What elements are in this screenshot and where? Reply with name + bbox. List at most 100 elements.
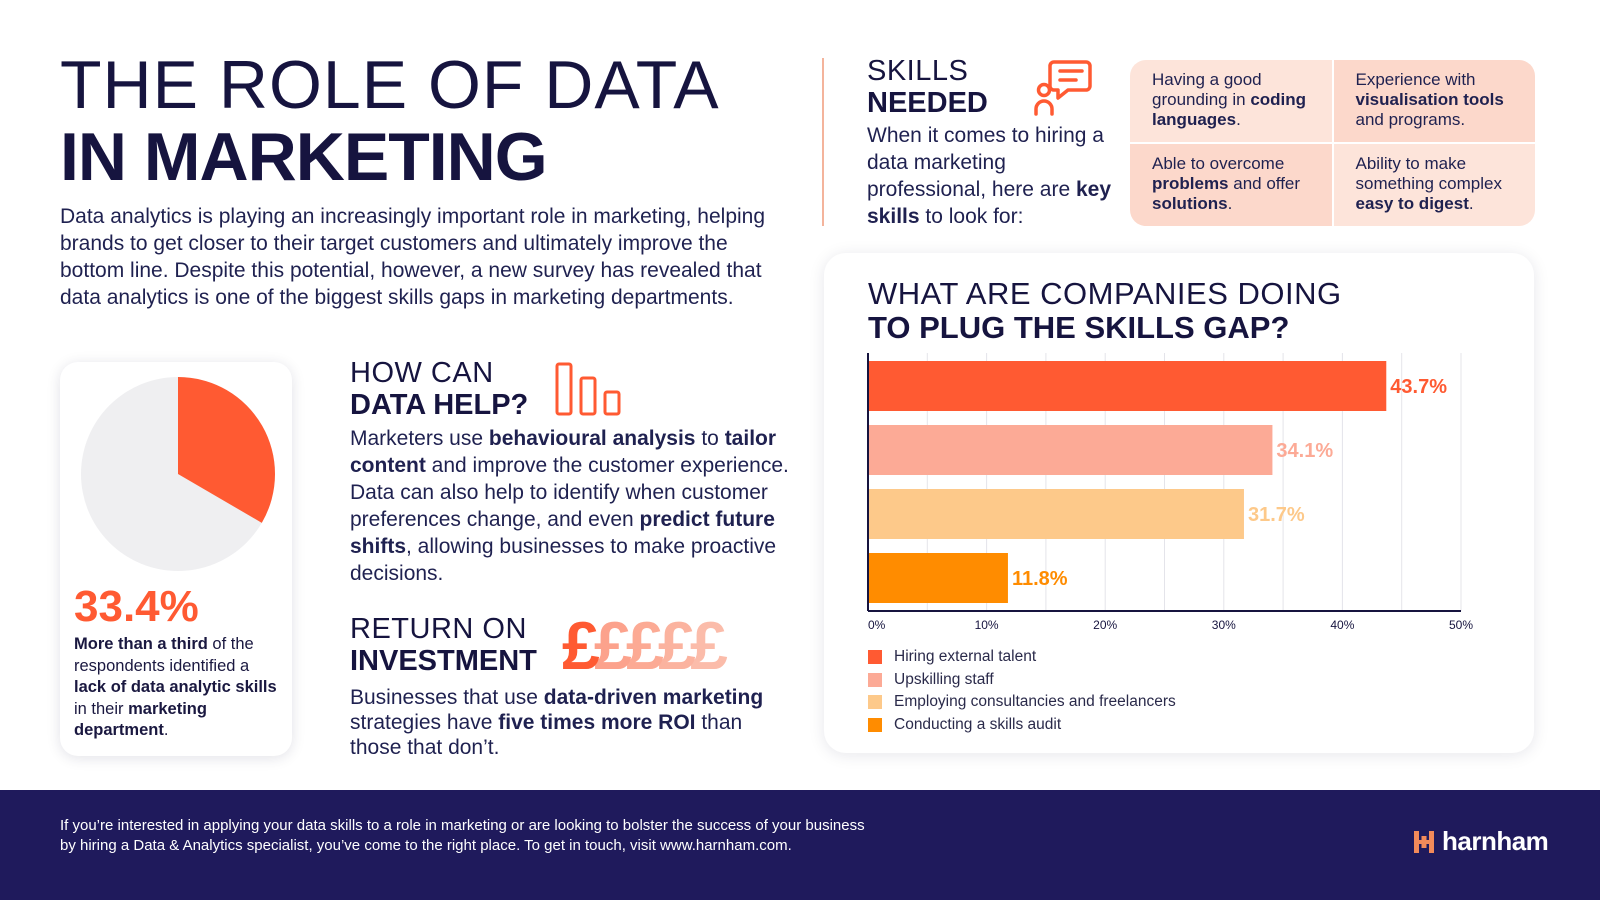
- body-text: of the respondents identified a: [74, 635, 254, 675]
- legend-item: Hiring external talent: [868, 646, 1176, 669]
- legend-item: Conducting a skills audit: [868, 714, 1176, 737]
- skills-heading: SKILLS NEEDED: [867, 56, 988, 120]
- pie-chart: [81, 377, 275, 571]
- bar: [868, 425, 1273, 475]
- legend-swatch: [868, 695, 882, 710]
- help-paragraph: Marketers use behavioural analysis to ta…: [350, 425, 790, 587]
- bar-value-label: 34.1%: [1276, 440, 1333, 462]
- body-text: and programs.: [1355, 110, 1466, 129]
- pound-icon: £: [658, 608, 696, 684]
- pound-icon: £: [562, 608, 600, 684]
- skills-grid: Having a good grounding in coding langua…: [1130, 60, 1535, 226]
- body-text: to look for:: [919, 205, 1024, 228]
- footer-text: If you’re interested in applying your da…: [60, 816, 960, 856]
- bar-chart: 43.7% 34.1% 31.7% 11.8% 0% 10% 20% 30% 40% 50%: [867, 353, 1473, 632]
- roi-heading-light: RETURN ON: [350, 613, 527, 645]
- vertical-divider: [822, 58, 824, 226]
- bar-chart-icon: [555, 362, 621, 416]
- body-text: Experience with: [1355, 70, 1476, 89]
- skill-problem-solving: Able to overcome problems and offer solu…: [1130, 144, 1332, 226]
- emphasis-text: solutions: [1152, 194, 1228, 213]
- body-text: When it comes to hiring a data marketing…: [867, 124, 1104, 201]
- skill-visualisation: Experience with visualisation tools and …: [1333, 60, 1535, 142]
- page-title-line2: IN MARKETING: [60, 119, 548, 195]
- bar-value-label: 31.7%: [1248, 504, 1305, 526]
- body-text: .: [1227, 194, 1233, 213]
- help-heading-bold: DATA HELP?: [350, 389, 529, 421]
- bar-value-label: 43.7%: [1390, 376, 1447, 398]
- legend-item: Employing consultancies and freelancers: [868, 691, 1176, 714]
- body-text: Businesses that use: [350, 686, 544, 709]
- pie-slice: [178, 377, 275, 523]
- emphasis-text: coding languages: [1152, 90, 1307, 129]
- emphasis-text: problems: [1152, 174, 1229, 193]
- chat-person-icon: [1034, 60, 1092, 116]
- x-tick-label: 10%: [975, 618, 999, 632]
- roi-heading-bold: INVESTMENT: [350, 645, 537, 677]
- roi-heading: RETURN ON INVESTMENT: [350, 614, 790, 678]
- skill-coding: Having a good grounding in coding langua…: [1130, 60, 1332, 142]
- bar: [868, 553, 1008, 603]
- emphasis-text: easy to digest: [1355, 194, 1469, 213]
- body-text: in their: [74, 699, 129, 718]
- body-text: Having a good grounding in: [1152, 70, 1262, 109]
- chart-legend: Hiring external talent Upskilling staff Em…: [868, 646, 1176, 736]
- emphasis-text: marketing department: [74, 699, 207, 740]
- emphasis-text: key skills: [867, 178, 1112, 228]
- emphasis-text: predict future shifts: [350, 508, 775, 558]
- emphasis-text: data-driven marketing: [543, 686, 764, 709]
- stat-card: 33.4% More than a third of the responden…: [60, 362, 292, 756]
- legend-label: Upskilling staff: [894, 670, 994, 688]
- emphasis-text: lack of data analytic skills: [74, 678, 277, 696]
- title-block: THE ROLE OF DATA IN MARKETING: [60, 50, 800, 194]
- emphasis-text: behavioural analysis: [488, 427, 696, 450]
- x-tick-label: 20%: [1093, 618, 1117, 632]
- legend-label: Conducting a skills audit: [894, 715, 1062, 733]
- page-title-line1: THE ROLE OF DATA: [60, 47, 720, 123]
- bar: [868, 489, 1244, 539]
- pound-icon: £: [626, 608, 664, 684]
- chart-title: WHAT ARE COMPANIES DOING TO PLUG THE SKI…: [868, 277, 1342, 345]
- emphasis-text: More than a third: [74, 635, 208, 653]
- intro-paragraph: Data analytics is playing an increasingl…: [60, 205, 766, 309]
- skill-simplifying: Ability to make something complex easy t…: [1333, 144, 1535, 226]
- body-text: strategies have: [350, 711, 499, 734]
- stat-value: 33.4%: [74, 582, 199, 631]
- footer-line2: by hiring a Data & Analytics specialist,…: [60, 837, 792, 854]
- chart-title-bold: TO PLUG THE SKILLS GAP?: [868, 310, 1290, 345]
- bar: [868, 361, 1387, 411]
- body-text: and improve the customer experience. Dat…: [350, 454, 789, 531]
- bar-value-label: 11.8%: [1012, 568, 1068, 590]
- body-text: Able to overcome: [1152, 154, 1285, 173]
- skills-paragraph: When it comes to hiring a data marketing…: [867, 122, 1117, 230]
- legend-swatch: [868, 717, 882, 732]
- pound-icon: £: [690, 608, 728, 684]
- logo-mark-icon: [1414, 830, 1434, 853]
- skills-heading-light: SKILLS: [867, 55, 969, 87]
- body-text: .: [1236, 110, 1241, 129]
- harnham-logo[interactable]: harnham: [1414, 826, 1549, 857]
- body-text: .: [1468, 194, 1474, 213]
- x-tick-label: 0%: [868, 618, 886, 632]
- body-text: Marketers use: [350, 427, 489, 450]
- body-text: to: [695, 427, 725, 450]
- x-tick-label: 50%: [1449, 618, 1473, 632]
- footer-line1: If you’re interested in applying your da…: [60, 817, 865, 834]
- footer: If you’re interested in applying your da…: [0, 790, 1600, 900]
- legend-swatch: [868, 672, 882, 687]
- legend-label: Hiring external talent: [894, 648, 1037, 666]
- body-text: and offer: [1228, 174, 1301, 193]
- pound-icon: £: [594, 608, 632, 684]
- x-tick-label: 40%: [1330, 618, 1354, 632]
- body-text: than those that don’t.: [350, 711, 743, 759]
- stat-description: More than a third of the respondents ide…: [74, 634, 279, 742]
- help-heading-light: HOW CAN: [350, 357, 494, 389]
- chart-title-light: WHAT ARE COMPANIES DOING: [868, 276, 1342, 311]
- logo-text: harnham: [1442, 826, 1549, 856]
- body-text: Ability to make something complex: [1355, 154, 1502, 193]
- legend-swatch: [868, 650, 882, 665]
- emphasis-text: tailor content: [350, 427, 777, 477]
- roi-paragraph: Businesses that use data-driven marketin…: [350, 685, 770, 760]
- help-heading: HOW CAN DATA HELP?: [350, 358, 790, 422]
- body-text: , allowing businesses to make proactive …: [350, 535, 777, 585]
